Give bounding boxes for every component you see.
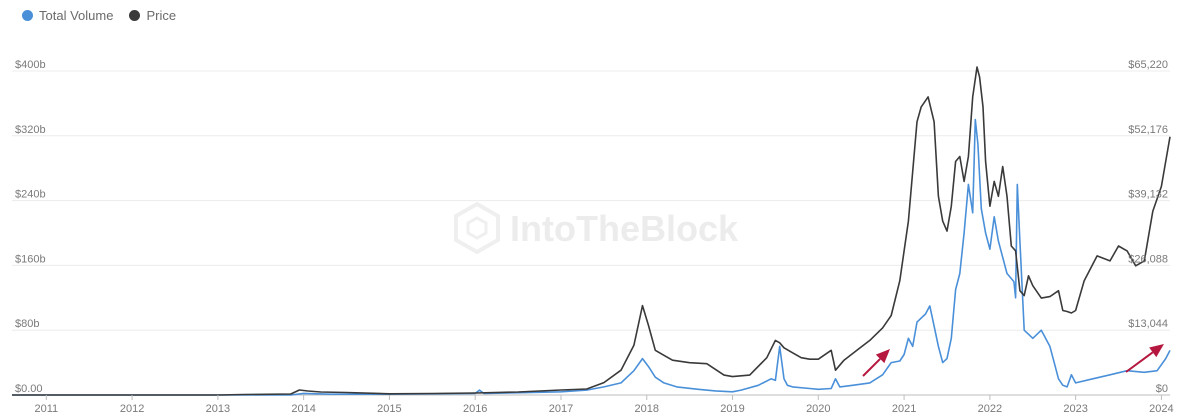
series-line-total-volume xyxy=(12,118,1171,396)
legend-item-price[interactable]: Price xyxy=(129,8,176,23)
left-axis-tick-label: $160b xyxy=(15,253,46,265)
x-axis-labels: 2011 2012 2013 2014 2015 2016 2017 2018 2019 2020… xyxy=(34,395,1174,415)
right-axis-tick-label: $13,044 xyxy=(1128,318,1168,330)
right-axis-tick-label: $52,176 xyxy=(1128,124,1168,136)
annotation-arrow-icon xyxy=(862,349,890,377)
x-axis-tick-label: 2017 xyxy=(549,403,573,415)
x-axis-tick-label: 2024 xyxy=(1149,403,1173,415)
annotation-arrows xyxy=(862,344,1164,377)
legend-label-total-volume: Total Volume xyxy=(39,7,114,23)
left-axis-tick-label: $80b xyxy=(15,318,39,330)
right-axis-tick-label: $39,132 xyxy=(1128,189,1168,201)
series-lines xyxy=(12,66,1171,396)
x-axis-tick-label: 2016 xyxy=(463,403,487,415)
right-axis-tick-label: $26,088 xyxy=(1128,253,1168,265)
right-axis-tick-label: $65,220 xyxy=(1128,59,1168,71)
x-axis-tick-label: 2014 xyxy=(291,403,315,415)
left-axis-labels: $0.00 $80b $160b $240b $320b $400b xyxy=(15,59,46,395)
left-axis-tick-label: $0.00 xyxy=(15,383,43,395)
legend-item-total-volume[interactable]: Total Volume xyxy=(22,8,113,23)
watermark-text: IntoTheBlock xyxy=(510,208,739,249)
left-axis-tick-label: $320b xyxy=(15,124,46,136)
x-axis-tick-label: 2020 xyxy=(806,403,830,415)
x-axis-tick-label: 2022 xyxy=(978,403,1002,415)
series-line-price xyxy=(12,66,1171,396)
legend-swatch-total-volume xyxy=(22,9,33,21)
left-axis-tick-label: $400b xyxy=(15,59,46,71)
x-axis-tick-label: 2015 xyxy=(377,403,401,415)
right-axis-labels: $0 $13,044 $26,088 $39,132 $52,176 $65,220 xyxy=(1128,59,1168,395)
x-axis-tick-label: 2018 xyxy=(635,403,659,415)
x-axis-tick-label: 2012 xyxy=(120,403,144,415)
x-axis-tick-label: 2011 xyxy=(34,403,58,415)
watermark: IntoTheBlock xyxy=(454,201,739,255)
left-axis-tick-label: $240b xyxy=(15,189,46,201)
right-axis-tick-label: $0 xyxy=(1156,383,1168,395)
legend-label-price: Price xyxy=(146,7,177,23)
x-axis-tick-label: 2013 xyxy=(206,403,230,415)
x-axis-tick-label: 2019 xyxy=(720,403,744,415)
annotation-arrow-icon xyxy=(1125,344,1164,373)
chart-legend: Total Volume Price xyxy=(22,5,176,25)
intotheblock-logo-icon xyxy=(454,201,500,255)
legend-swatch-price xyxy=(129,9,141,21)
x-axis-tick-label: 2021 xyxy=(892,403,916,415)
x-axis-tick-label: 2023 xyxy=(1063,403,1087,415)
